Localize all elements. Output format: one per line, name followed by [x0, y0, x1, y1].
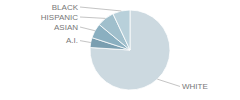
leader-line [80, 7, 121, 11]
leader-line [80, 27, 95, 31]
slice-label: ASIAN [54, 23, 78, 32]
slice-label: BLACK [52, 3, 79, 12]
chart: BLACKHISPANICASIAN A.I. WHITE [0, 0, 240, 100]
slice-label: HISPANIC [41, 13, 78, 22]
pie [90, 10, 170, 90]
leader-line [157, 79, 180, 86]
slice-label: WHITE [182, 82, 208, 91]
labels: BLACKHISPANICASIAN A.I. WHITE [41, 3, 208, 91]
leader-line [80, 41, 91, 43]
slice-label: A.I. [66, 36, 78, 45]
pie-slice [113, 10, 130, 50]
leader-line [80, 17, 105, 18]
pie-slice [90, 10, 170, 90]
